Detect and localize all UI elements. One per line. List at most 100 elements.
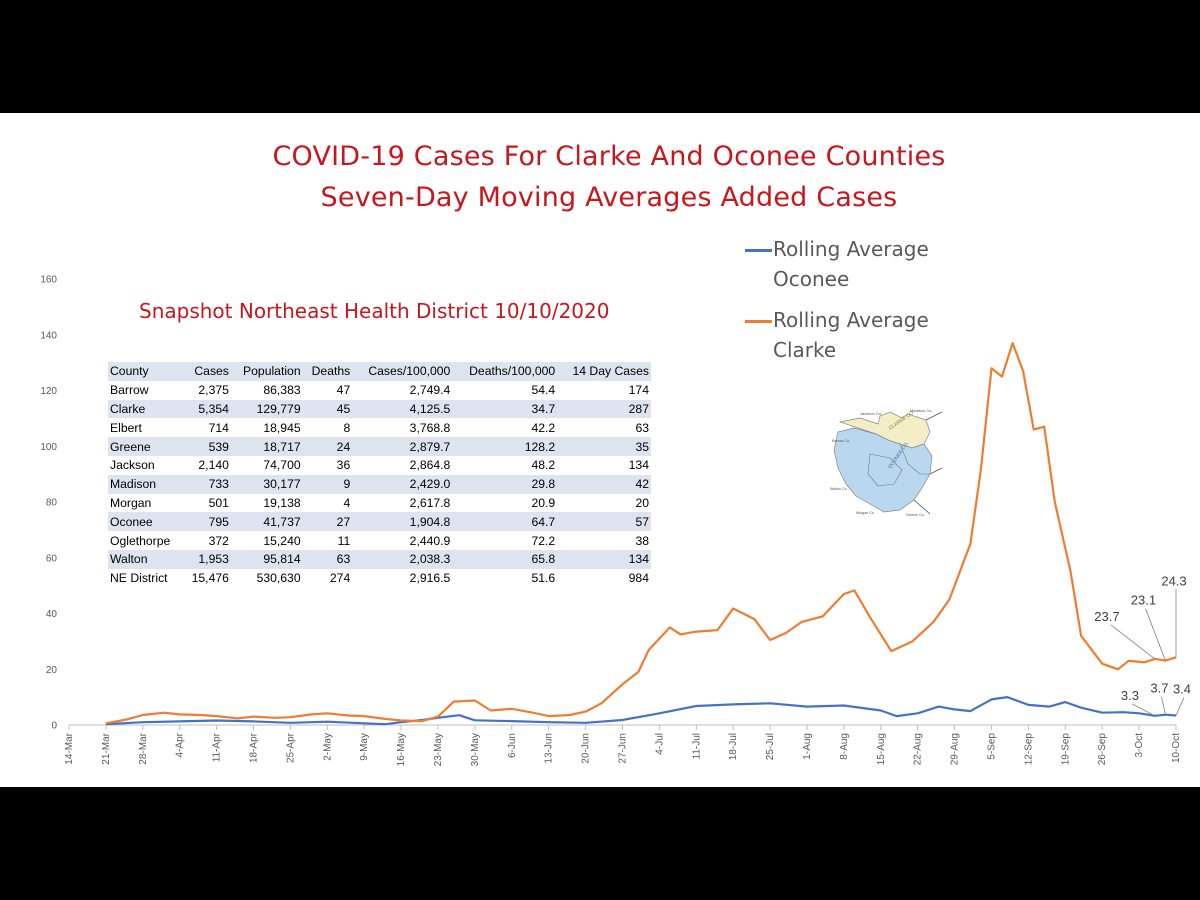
x-tick-label: 21-Mar bbox=[101, 732, 112, 764]
table-cell: Greene bbox=[110, 439, 151, 454]
table-cell: 54.4 bbox=[531, 383, 556, 398]
snapshot-table: County Cases Population Deaths Cases/100,000… bbox=[108, 362, 651, 588]
data-label: 3.4 bbox=[1173, 682, 1191, 697]
table-cell: 2,375 bbox=[198, 383, 229, 398]
table-cell: 9 bbox=[343, 477, 351, 492]
table-header-cell: County bbox=[110, 364, 149, 379]
x-axis: 14-Mar 21-Mar 28-Mar 4-Apr 11-Apr 18-Apr 25-Ap… bbox=[64, 724, 1182, 766]
y-tick-label: 160 bbox=[40, 275, 57, 286]
map-label-jackson: Jackson Co. bbox=[860, 411, 882, 416]
table-cell: 27 bbox=[336, 514, 351, 529]
legend-label-clarke-line2: Clarke bbox=[773, 338, 837, 362]
table-cell: 129,779 bbox=[256, 401, 301, 416]
table-cell: 51.6 bbox=[531, 571, 556, 586]
table-header-row: County Cases Population Deaths Cases/100,000… bbox=[108, 362, 651, 381]
x-tick-label: 3-Oct bbox=[1134, 733, 1145, 758]
table-cell: 2,440.9 bbox=[409, 533, 451, 548]
x-tick-label: 29-Aug bbox=[950, 733, 961, 765]
district-map: Jackson Co. Madison Co. Barrow Co. CLARK… bbox=[830, 404, 944, 518]
map-label-madison: Madison Co. bbox=[910, 408, 932, 413]
map-edges bbox=[913, 411, 943, 515]
table-cell: Jackson bbox=[110, 458, 155, 473]
x-tick-label: 18-Apr bbox=[249, 732, 260, 763]
x-tick-label: 13-Jun bbox=[544, 733, 555, 764]
map-label-walton: Walton Co. bbox=[830, 487, 848, 491]
y-tick-label: 80 bbox=[46, 498, 58, 509]
table-cell: 3,768.8 bbox=[409, 420, 451, 435]
table-cell: 57 bbox=[635, 514, 649, 529]
data-label-leader bbox=[1161, 696, 1166, 715]
table-cell: 372 bbox=[208, 533, 229, 548]
table-cell: 74,700 bbox=[263, 458, 301, 473]
table-cell: 24 bbox=[336, 439, 351, 454]
table-cell: 64.7 bbox=[531, 514, 556, 529]
table-cell: 86,383 bbox=[263, 383, 301, 398]
table-cell: 539 bbox=[208, 439, 229, 454]
table-cell: 29.8 bbox=[531, 477, 556, 492]
table-cell: 18,945 bbox=[263, 420, 301, 435]
table-cell: 18,717 bbox=[263, 439, 301, 454]
x-tick-label: 19-Sep bbox=[1060, 733, 1071, 766]
table-cell: 1,953 bbox=[198, 552, 229, 567]
table-cell: 2,617.8 bbox=[409, 495, 451, 510]
table-cell: 48.2 bbox=[531, 458, 556, 473]
table-row: Oconee 795 41,737 27 1,904.8 64.7 57 bbox=[108, 512, 651, 532]
table-header-cell: Deaths bbox=[311, 364, 351, 379]
x-tick-label: 15-Aug bbox=[876, 733, 887, 765]
line-chart: 0 20 40 60 80 100 120 140 160 14-Mar 21-Mar 28-Mar… bbox=[40, 275, 1191, 767]
table-cell: 41,737 bbox=[263, 514, 301, 529]
table-cell: 2,916.5 bbox=[409, 571, 451, 586]
table-cell: 2,749.4 bbox=[409, 383, 451, 398]
x-tick-label: 26-Sep bbox=[1097, 733, 1108, 766]
x-tick-label: 9-May bbox=[359, 733, 370, 761]
y-tick-label: 120 bbox=[40, 386, 57, 397]
series-line-rolling-average-clarke bbox=[105, 342, 1177, 725]
x-tick-label: 30-May bbox=[470, 733, 481, 766]
table-cell: 30,177 bbox=[263, 477, 301, 492]
chart-subtitle: Seven-Day Moving Averages Added Cases bbox=[320, 182, 898, 213]
table-cell: 128.2 bbox=[524, 439, 556, 454]
table-cell: 42.2 bbox=[531, 420, 556, 435]
x-tick-label: 25-Jul bbox=[765, 733, 776, 760]
table-cell: Barrow bbox=[110, 383, 149, 398]
table-cell: 2,864.8 bbox=[409, 458, 451, 473]
table-row: Greene 539 18,717 24 2,879.7 128.2 35 bbox=[108, 437, 651, 456]
x-tick-label: 11-Jul bbox=[691, 733, 702, 760]
x-tick-label: 4-Apr bbox=[175, 732, 186, 757]
table-header-cell: Deaths/100,000 bbox=[469, 364, 556, 379]
table-header-cell: 14 Day Cases bbox=[572, 364, 649, 379]
x-tick-label: 5-Sep bbox=[987, 733, 998, 760]
x-tick-label: 25-Apr bbox=[285, 732, 296, 763]
table-row: Barrow 2,375 86,383 47 2,749.4 54.4 174 bbox=[108, 380, 651, 400]
table-cell: Clarke bbox=[110, 401, 146, 416]
x-tick-label: 1-Aug bbox=[802, 733, 813, 760]
legend-swatch-oconee bbox=[745, 249, 772, 252]
legend-label-oconee-line2: Oconee bbox=[773, 267, 850, 291]
x-tick-label: 4-Jul bbox=[654, 733, 665, 755]
table-row: NE District 15,476 530,630 274 2,916.5 51.6 98… bbox=[108, 568, 651, 588]
table-cell: 38 bbox=[635, 533, 649, 548]
series-line-rolling-average-oconee bbox=[105, 696, 1177, 726]
legend-swatch-clarke bbox=[745, 320, 772, 323]
y-tick-label: 20 bbox=[46, 665, 58, 676]
table-row: Jackson 2,140 74,700 36 2,864.8 48.2 134 bbox=[108, 455, 651, 475]
table-cell: 795 bbox=[208, 514, 229, 529]
table-cell: 501 bbox=[208, 495, 229, 510]
table-cell: Walton bbox=[110, 552, 148, 567]
data-label: 23.1 bbox=[1131, 593, 1156, 608]
x-tick-label: 20-Jun bbox=[581, 733, 592, 764]
table-cell: 63 bbox=[336, 552, 351, 567]
data-label: 23.7 bbox=[1094, 609, 1119, 624]
table-cell: 34.7 bbox=[531, 401, 556, 416]
data-label-leader bbox=[1110, 624, 1156, 660]
table-cell: 287 bbox=[628, 401, 649, 416]
data-label-leader bbox=[1175, 697, 1185, 716]
table-cell: 20.9 bbox=[531, 495, 556, 510]
x-tick-label: 8-Aug bbox=[839, 733, 850, 760]
table-cell: 20 bbox=[635, 495, 649, 510]
y-tick-label: 0 bbox=[51, 721, 57, 732]
x-tick-label: 10-Oct bbox=[1171, 733, 1182, 763]
x-tick-label: 2-May bbox=[322, 733, 333, 761]
map-label-barrow: Barrow Co. bbox=[832, 439, 850, 443]
table-cell: 63 bbox=[635, 420, 649, 435]
